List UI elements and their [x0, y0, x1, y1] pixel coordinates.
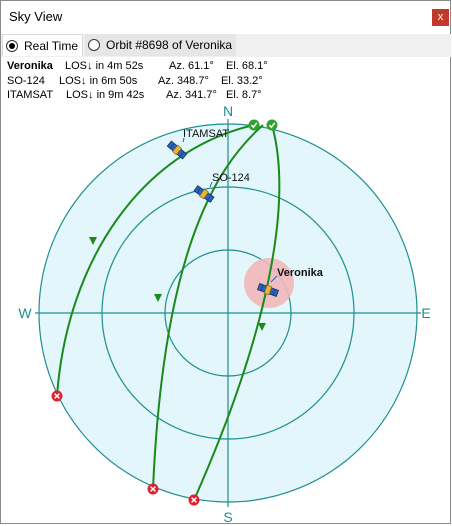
compass-north: N	[223, 103, 233, 119]
los-marker-so124	[147, 483, 159, 495]
direction-arrow-icon	[258, 323, 266, 331]
selected-satellite-highlight	[244, 258, 294, 308]
los-marker-veronika	[188, 494, 200, 506]
tab-orbit[interactable]: Orbit #8698 of Veronika	[85, 34, 236, 56]
radio-selected-icon	[6, 39, 18, 52]
track-veronika	[193, 124, 281, 501]
radio-unselected-icon	[88, 39, 100, 51]
pass-name: SO-124	[7, 74, 45, 87]
pass-elevation: El. 33.2°	[221, 74, 263, 87]
label-veronika: Veronika	[277, 267, 324, 279]
compass-west: W	[18, 305, 32, 321]
direction-arrow-icon	[89, 237, 97, 245]
pass-azimuth: Az. 61.1°	[169, 60, 214, 72]
pass-elevation: El. 68.1°	[226, 60, 268, 72]
compass-east: E	[421, 305, 430, 321]
pass-azimuth: Az. 348.7°	[158, 74, 209, 87]
compass-south: S	[223, 509, 232, 525]
direction-arrow-icon	[154, 294, 162, 302]
tab-orbit-label: Orbit #8698 of Veronika	[106, 38, 233, 52]
aos-marker-so124	[266, 119, 278, 131]
close-button[interactable]: x	[432, 9, 449, 26]
track-so124	[152, 124, 264, 490]
window-title: Sky View	[9, 9, 63, 24]
aos-marker-itamsat	[248, 119, 260, 131]
track-itamsat	[56, 124, 255, 397]
los-marker-itamsat	[51, 390, 63, 402]
pass-name: Veronika	[7, 60, 53, 72]
tab-real-time[interactable]: Real Time	[2, 34, 83, 56]
tab-real-time-label: Real Time	[24, 38, 79, 53]
pass-elevation: El. 8.7°	[226, 89, 262, 101]
pass-status: LOS↓ in 9m 42s	[66, 89, 145, 101]
pass-status: LOS↓ in 6m 50s	[59, 74, 138, 87]
label-itamsat: ITAMSAT	[183, 128, 229, 140]
pass-azimuth: Az. 341.7°	[166, 89, 217, 101]
pass-name: ITAMSAT	[7, 89, 54, 101]
label-so124: SO-124	[212, 172, 250, 184]
tab-bar: Real Time Orbit #8698 of Veronika	[1, 34, 451, 57]
title-bar: Sky View x	[1, 1, 450, 33]
pass-status: LOS↓ in 4m 52s	[65, 60, 144, 72]
